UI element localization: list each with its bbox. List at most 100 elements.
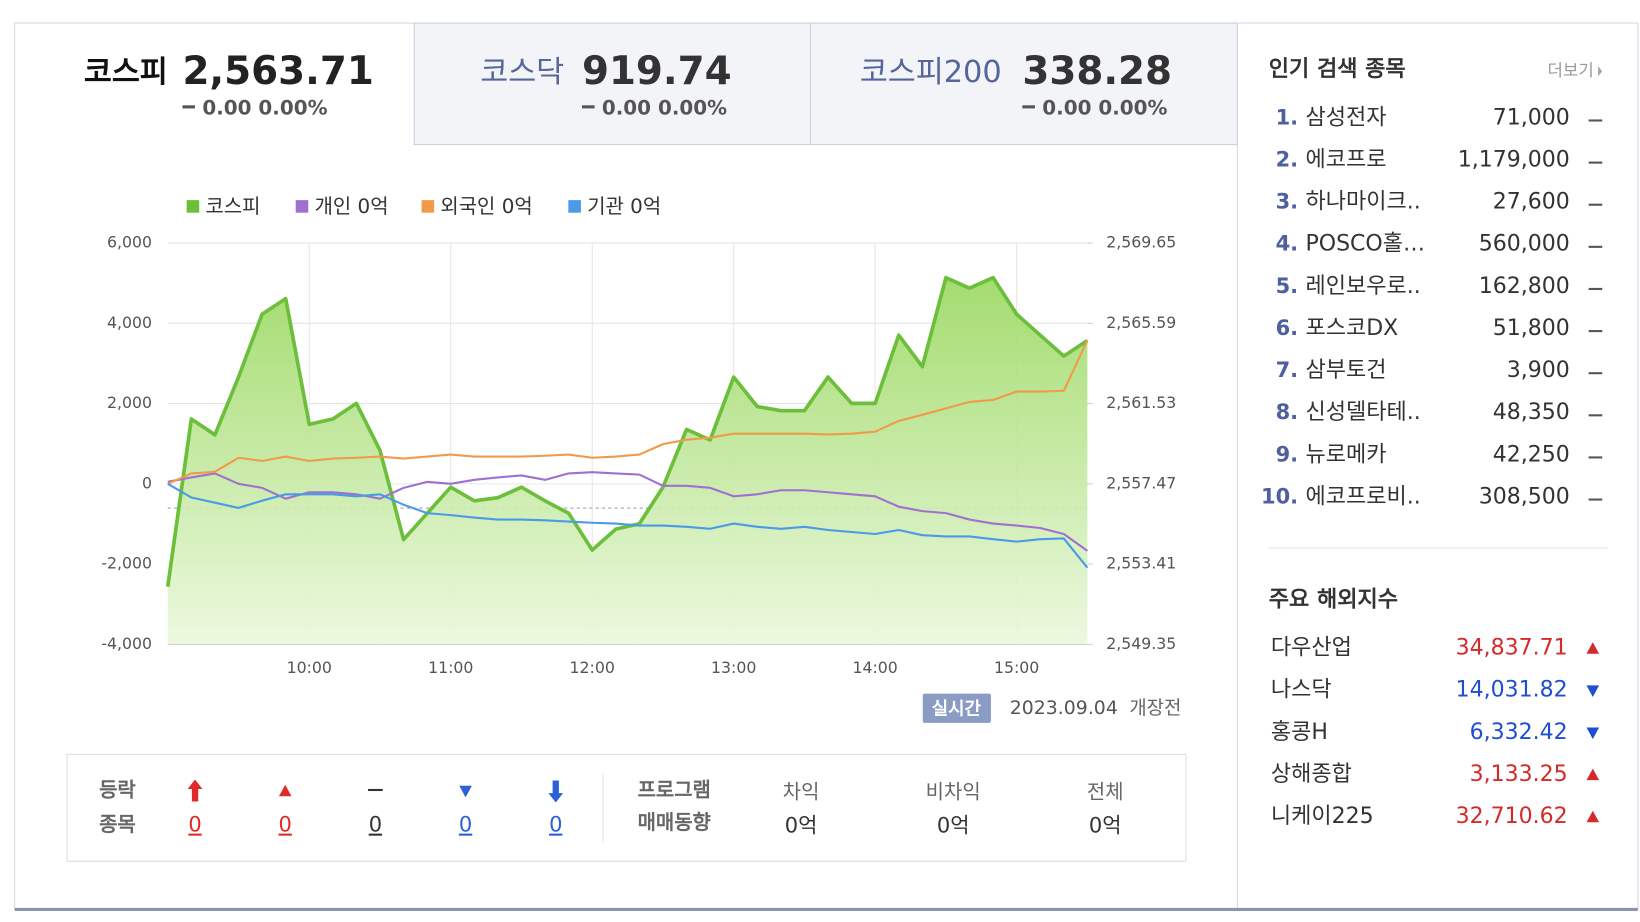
updown-label: 등락 <box>99 779 136 802</box>
legend-label: 코스피 <box>206 195 261 218</box>
stock-price: 560,000 <box>1479 232 1570 257</box>
rank: 9. <box>1276 442 1299 466</box>
series-line <box>167 339 1089 485</box>
y2-tick-label: 2,565.59 <box>1106 313 1176 332</box>
index-value: 6,332.42 <box>1470 720 1568 745</box>
stock-name[interactable]: 신성델타테.. <box>1305 400 1420 425</box>
direction-icon <box>1586 768 1600 781</box>
stock-price: 51,800 <box>1493 316 1570 341</box>
program-value: 0억 <box>937 814 970 838</box>
stock-name[interactable]: 하나마이크.. <box>1305 190 1420 215</box>
rank: 8. <box>1276 400 1299 424</box>
tab-change: 0.00 0.00% <box>202 96 327 119</box>
stock-name[interactable]: 에코프로 <box>1305 148 1386 173</box>
rank: 7. <box>1276 358 1299 382</box>
index-name[interactable]: 다우산업 <box>1271 636 1352 661</box>
index-name[interactable]: 상해종합 <box>1271 762 1352 787</box>
direction-icon <box>1586 642 1600 654</box>
program-value: 0억 <box>785 814 818 838</box>
index-name[interactable]: 홍콩H <box>1271 720 1328 745</box>
rank: 3. <box>1276 190 1299 214</box>
section-title: 인기 검색 종목 <box>1269 57 1406 82</box>
direction-icon <box>1586 810 1600 823</box>
rank: 10. <box>1261 484 1298 508</box>
index-value: 3,133.25 <box>1470 762 1568 787</box>
updown-icon <box>459 785 472 798</box>
updown-count[interactable]: 0 <box>279 813 292 837</box>
direction-icon <box>1586 727 1600 740</box>
index-value: 34,837.71 <box>1456 636 1568 661</box>
program-label: 매매동향 <box>638 811 711 834</box>
x-tick-label: 13:00 <box>711 658 756 677</box>
rank: 4. <box>1276 232 1299 256</box>
program-name: 차익 <box>783 781 820 804</box>
stock-name[interactable]: 삼성전자 <box>1305 105 1386 130</box>
legend-swatch <box>186 200 200 213</box>
tab-value: 2,563.71 <box>182 49 373 94</box>
updown-icon <box>187 779 203 802</box>
section-title: 주요 해외지수 <box>1269 587 1398 612</box>
legend-swatch <box>295 200 309 213</box>
stock-price: 3,900 <box>1507 358 1570 383</box>
y2-tick-label: 2,553.41 <box>1106 554 1176 573</box>
tab-name[interactable]: 코스피 <box>84 55 168 90</box>
x-tick-label: 14:00 <box>853 658 898 677</box>
index-value: 14,031.82 <box>1456 678 1568 703</box>
x-tick-label: 12:00 <box>570 658 615 677</box>
stock-name[interactable]: 삼부토건 <box>1305 358 1386 383</box>
stock-name[interactable]: POSCO홀… <box>1305 232 1425 257</box>
tab-bg[interactable] <box>413 22 812 146</box>
tab-change: 0.00 0.00% <box>602 96 727 119</box>
program-name: 전체 <box>1087 781 1124 804</box>
y2-tick-label: 2,557.47 <box>1106 473 1176 492</box>
index-value: 32,710.62 <box>1456 804 1568 829</box>
y-tick-label: 4,000 <box>107 313 152 332</box>
summary-box <box>66 753 1187 862</box>
series-line <box>167 471 1089 552</box>
badge-label: 실시간 <box>932 698 982 719</box>
badge <box>922 693 991 723</box>
series-line <box>167 482 1089 569</box>
legend-swatch <box>568 200 581 213</box>
program-value: 0억 <box>1089 814 1122 838</box>
updown-count[interactable]: 0 <box>369 813 382 837</box>
updown-icon <box>278 784 292 797</box>
stock-price: 71,000 <box>1493 105 1570 130</box>
tab-name[interactable]: 코스피200 <box>860 55 1002 90</box>
more-arrow <box>1598 66 1603 77</box>
stock-price: 308,500 <box>1479 484 1570 509</box>
stock-price: 27,600 <box>1493 190 1570 215</box>
x-tick-label: 11:00 <box>428 658 473 677</box>
status-date: 2023.09.04 <box>1010 697 1118 719</box>
index-name[interactable]: 나스닥 <box>1271 678 1332 703</box>
tab-bg[interactable] <box>810 22 1238 146</box>
updown-count[interactable]: 0 <box>459 813 472 837</box>
legend-label: 외국인 0억 <box>440 195 532 218</box>
updown-count[interactable]: 0 <box>188 813 201 837</box>
stock-name[interactable]: 에코프로비.. <box>1305 484 1420 509</box>
stock-price: 48,350 <box>1493 400 1570 425</box>
index-name[interactable]: 니케이225 <box>1271 804 1374 829</box>
x-tick-label: 15:00 <box>994 658 1039 677</box>
tab-change: 0.00 0.00% <box>1042 96 1167 119</box>
legend-swatch <box>421 200 435 213</box>
y2-tick-label: 2,569.65 <box>1106 233 1176 252</box>
tab-name[interactable]: 코스닥 <box>480 55 564 90</box>
stock-name[interactable]: 포스코DX <box>1305 316 1398 341</box>
y2-tick-label: 2,549.35 <box>1106 634 1176 653</box>
stock-name[interactable]: 뉴로메카 <box>1305 442 1386 467</box>
stock-name[interactable]: 레인보우로.. <box>1305 274 1420 299</box>
legend-label: 개인 0억 <box>315 195 389 218</box>
more-link[interactable]: 더보기 <box>1548 60 1594 80</box>
series-line <box>165 275 1089 587</box>
series-area <box>167 277 1088 645</box>
rank: 2. <box>1276 148 1299 172</box>
y-tick-label: -2,000 <box>101 554 152 573</box>
updown-count[interactable]: 0 <box>549 813 562 837</box>
direction-icon <box>1586 685 1600 697</box>
program-name: 비차익 <box>926 781 981 804</box>
tab-value: 338.28 <box>1022 49 1172 94</box>
legend-label: 기관 0억 <box>587 195 661 218</box>
rank: 6. <box>1276 316 1299 340</box>
